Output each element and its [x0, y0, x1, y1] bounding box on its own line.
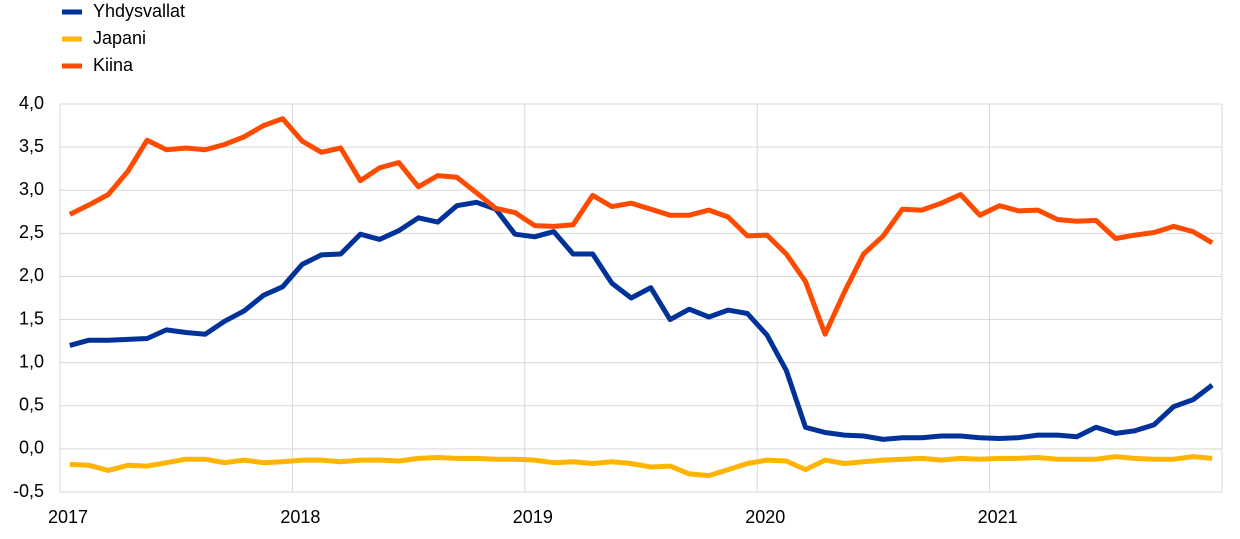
x-tick-label: 2021 — [978, 507, 1018, 527]
y-tick-label: 0,0 — [19, 438, 44, 458]
y-tick-label: -0,5 — [13, 481, 44, 501]
legend-label: Japani — [93, 28, 146, 48]
y-tick-label: 2,0 — [19, 265, 44, 285]
y-tick-label: 3,0 — [19, 179, 44, 199]
legend-label: Yhdysvallat — [93, 1, 185, 21]
x-tick-label: 2017 — [48, 507, 88, 527]
legend-label: Kiina — [93, 55, 134, 75]
y-tick-label: 0,5 — [19, 395, 44, 415]
line-series — [69, 199, 1214, 442]
line-series — [69, 454, 1213, 479]
y-tick-label: 1,5 — [19, 308, 44, 328]
x-tick-label: 2018 — [280, 507, 320, 527]
y-tick-label: 4,0 — [19, 93, 44, 113]
y-tick-label: 3,5 — [19, 136, 44, 156]
x-tick-label: 2019 — [513, 507, 553, 527]
line-series — [68, 116, 1214, 337]
y-tick-label: 2,5 — [19, 222, 44, 242]
y-tick-label: 1,0 — [19, 351, 44, 371]
x-tick-label: 2020 — [745, 507, 785, 527]
